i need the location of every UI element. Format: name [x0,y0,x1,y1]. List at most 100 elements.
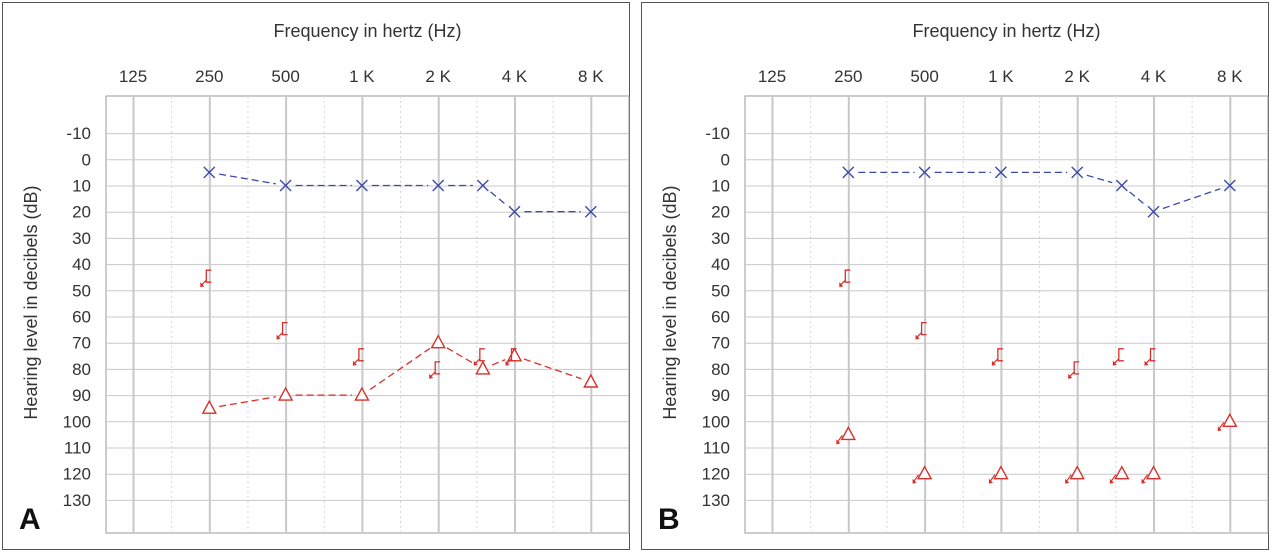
x-axis-title: Frequency in hertz (Hz) [912,21,1100,41]
bracket-marker [997,348,1003,362]
x-axis-title: Frequency in hertz (Hz) [273,21,461,41]
bracket-arrowhead [839,282,844,288]
y-tick-label: 90 [711,386,730,405]
y-tick-label: 130 [63,491,91,510]
x-tick-label: 250 [195,67,223,86]
x-tick-label: 4 K [502,67,528,86]
x-tick-label: 8 K [1217,67,1243,86]
x-tick-label: 500 [910,67,938,86]
y-tick-label: 20 [711,203,730,222]
y-tick-label: 90 [72,386,91,405]
series-connector [219,173,276,185]
y-tick-label: -10 [66,124,91,143]
triangle-marker [1114,465,1130,480]
x-tick-label: 2 K [425,67,451,86]
no-response-arrowhead [836,439,841,445]
no-response-arrowhead [988,478,993,484]
series-connector [523,358,582,380]
no-response-arrowhead [1217,426,1222,432]
y-tick-label: 110 [703,439,730,458]
bracket-arrowhead [991,360,996,366]
x-marker [476,179,489,192]
y-tick-label: 130 [702,491,730,510]
bracket-marker [510,348,517,362]
triangle-marker [583,373,599,388]
y-tick-label: 40 [711,255,730,274]
bracket-arrowhead [429,373,434,379]
no-response-arrowhead [1141,478,1146,484]
no-response-arrowhead [1065,478,1070,484]
no-response-arrowhead [1109,478,1114,484]
bracket-arrowhead [1068,373,1073,379]
x-tick-label: 125 [758,67,786,86]
bracket-marker [1149,348,1156,362]
series-connector [369,347,431,390]
triangle-marker [201,399,217,414]
audiogram-chart-b: Frequency in hertz (Hz) 125 250 500 1 K 2 K 4 … [660,21,1269,534]
x-marker [994,166,1007,179]
x-tick-label: 8 K [578,67,604,86]
triangle-marker [1069,465,1085,480]
bracket-marker [205,269,212,283]
no-response-arrow [836,435,843,443]
x-tick-label: 250 [834,67,862,86]
series-connector [219,396,276,408]
triangle-marker [506,347,523,362]
x-tick-label: 125 [119,67,147,86]
no-response-arrow [1110,474,1117,483]
x-marker [203,166,216,179]
series-connector [490,191,508,206]
y-axis-title: Hearing level in decibels (dB) [21,185,41,419]
panel-letter: B [658,503,680,536]
x-marker [279,179,292,192]
bracket-arrowhead [505,360,510,366]
x-marker [1147,205,1160,218]
series-connector [1086,174,1113,184]
bracket-marker [479,348,485,362]
y-tick-label: 0 [82,150,91,169]
x-marker [584,205,597,218]
bracket-marker [434,361,441,375]
y-tick-label: 10 [711,177,730,196]
y-tick-label: 70 [711,334,730,353]
audiogram-panel-b: Frequency in hertz (Hz) 125 250 500 1 K 2 K 4 … [641,2,1269,550]
x-marker [432,179,445,192]
triangle-marker [475,360,491,375]
series-connector [1129,191,1147,206]
bracket-arrowhead [200,282,205,288]
y-tick-label: 110 [64,439,91,458]
x-marker [355,179,368,192]
x-marker [842,166,855,179]
series-connector [491,359,506,366]
y-tick-label: 50 [711,281,730,300]
y-tick-label: 80 [711,360,730,379]
panel-letter: A [19,503,41,536]
bracket-arrowhead [352,360,357,366]
plot-frame [744,95,1269,534]
triangle-marker [430,334,446,349]
y-tick-label: 120 [702,465,730,484]
x-marker [918,166,931,179]
bracket-marker [281,321,288,336]
triangle-marker [1145,465,1162,480]
no-response-arrowhead [912,478,917,484]
bracket-marker [1073,361,1080,375]
bracket-arrowhead [915,334,920,340]
plot-frame [105,95,630,534]
bracket-marker [844,269,851,283]
x-marker [1115,179,1128,192]
bracket-marker [358,348,364,362]
x-tick-label: 1 K [988,67,1014,86]
triangle-marker [916,465,933,480]
y-axis-title: Hearing level in decibels (dB) [660,185,680,419]
triangle-marker [840,425,856,441]
y-tick-label: 60 [711,308,730,327]
x-tick-label: 4 K [1141,67,1167,86]
y-tick-label: 20 [72,203,91,222]
x-tick-label: 2 K [1064,67,1090,86]
y-tick-label: 40 [72,255,91,274]
y-tick-label: 60 [72,308,91,327]
no-response-arrow [1142,474,1148,483]
x-marker [1071,166,1084,179]
